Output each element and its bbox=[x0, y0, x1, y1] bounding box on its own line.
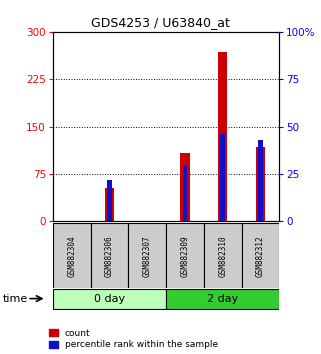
Bar bbox=[91, 223, 128, 289]
Bar bbox=[241, 223, 279, 289]
Bar bbox=[183, 166, 187, 221]
Text: time: time bbox=[3, 294, 29, 304]
Text: GSM882310: GSM882310 bbox=[218, 235, 227, 276]
Bar bbox=[107, 179, 112, 221]
Text: GDS4253 / U63840_at: GDS4253 / U63840_at bbox=[91, 16, 230, 29]
Bar bbox=[105, 188, 114, 221]
Text: 2 day: 2 day bbox=[207, 294, 238, 304]
Text: GSM882304: GSM882304 bbox=[67, 235, 76, 276]
Bar bbox=[256, 147, 265, 221]
Bar bbox=[166, 223, 204, 289]
Bar bbox=[166, 289, 279, 309]
Text: 0 day: 0 day bbox=[94, 294, 125, 304]
Bar bbox=[53, 223, 91, 289]
Text: GSM882307: GSM882307 bbox=[143, 235, 152, 276]
Legend: count, percentile rank within the sample: count, percentile rank within the sample bbox=[49, 329, 218, 349]
Bar bbox=[221, 134, 225, 221]
Text: GSM882306: GSM882306 bbox=[105, 235, 114, 276]
Bar bbox=[180, 153, 190, 221]
Bar bbox=[204, 223, 241, 289]
Bar bbox=[53, 289, 166, 309]
Bar bbox=[258, 140, 263, 221]
Text: GSM882312: GSM882312 bbox=[256, 235, 265, 276]
Text: GSM882309: GSM882309 bbox=[180, 235, 189, 276]
Bar bbox=[218, 52, 227, 221]
Bar bbox=[128, 223, 166, 289]
